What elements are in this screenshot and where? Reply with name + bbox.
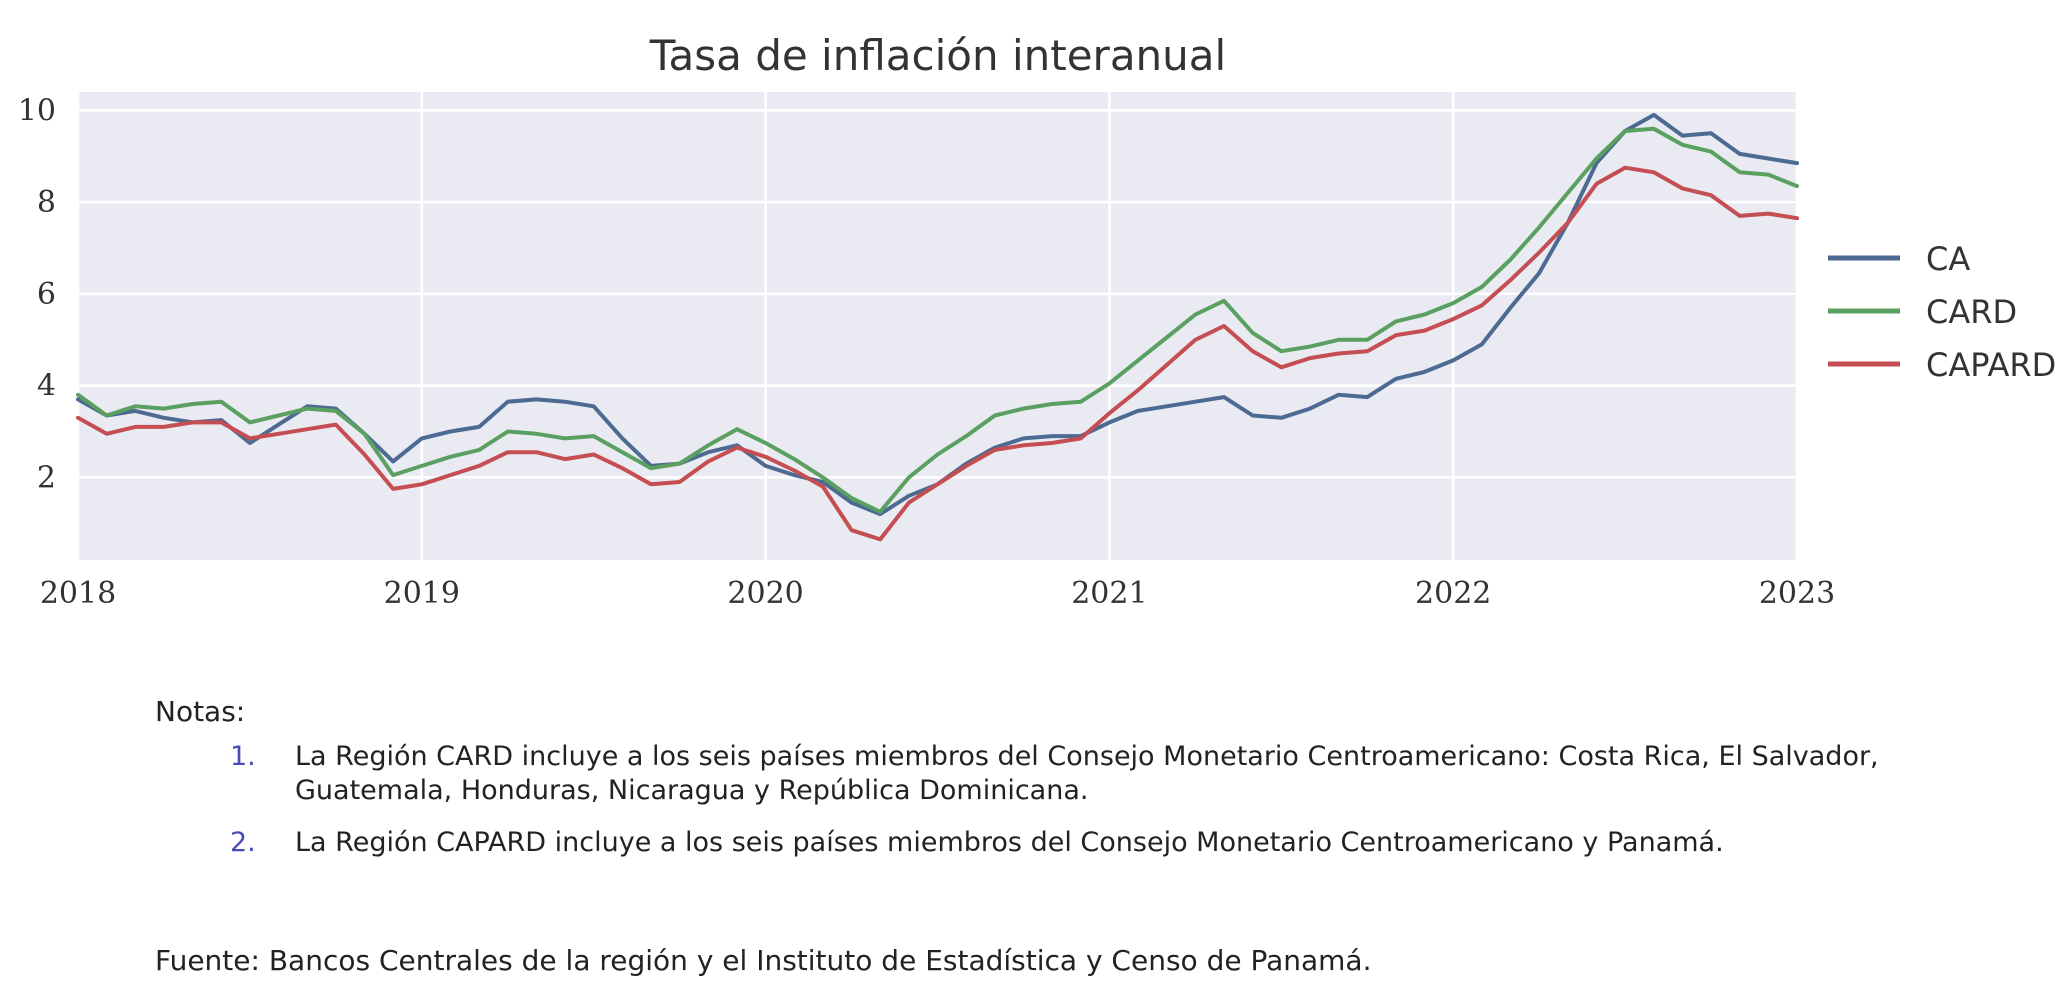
series-line-card: [76, 126, 1799, 514]
y-tick-label: 10: [18, 93, 56, 128]
note-number: 2.: [230, 827, 256, 858]
grid-lines: [76, 92, 1799, 560]
legend: CA CARD CAPARD: [1828, 240, 2056, 384]
notes-title: Notas:: [155, 695, 246, 728]
note-number: 1.: [230, 741, 256, 772]
note-item: 2. La Región CAPARD incluye a los seis p…: [230, 826, 2005, 860]
source-text: Bancos Centrales de la región y el Insti…: [268, 944, 1372, 977]
x-tick-label: 2021: [1071, 576, 1147, 611]
y-tick-label: 4: [37, 369, 56, 404]
inflation-line-chart: Tasa de inflación interanual 2 4 6 8 10 2018…: [18, 31, 2056, 611]
source-label: Fuente:: [155, 944, 260, 977]
plot-area: [78, 92, 1797, 560]
series-lines: [76, 112, 1799, 542]
notes-list: 1. La Región CARD incluye a los seis paí…: [155, 740, 2005, 860]
note-item: 1. La Región CARD incluye a los seis paí…: [230, 740, 2005, 808]
series-line-capard: [76, 165, 1799, 542]
legend-label-ca: CA: [1926, 240, 1970, 278]
note-text: La Región CAPARD incluye a los seis país…: [295, 827, 1724, 858]
x-axis-ticks: 2018 2019 2020 2021 2022 2023: [40, 576, 1835, 611]
source-line: Fuente: Bancos Centrales de la región y …: [155, 944, 1372, 977]
legend-label-card: CARD: [1926, 293, 2017, 331]
y-axis-ticks: 2 4 6 8 10: [18, 93, 56, 495]
x-tick-label: 2019: [384, 576, 460, 611]
x-tick-label: 2023: [1759, 576, 1835, 611]
legend-label-capard: CAPARD: [1926, 346, 2056, 384]
x-tick-label: 2018: [40, 576, 116, 611]
chart-title: Tasa de inflación interanual: [649, 31, 1226, 80]
note-text: La Región CARD incluye a los seis países…: [295, 741, 1879, 806]
y-tick-label: 2: [37, 460, 56, 495]
notes-section: Notas: 1. La Región CARD incluye a los s…: [155, 695, 2005, 878]
x-tick-label: 2020: [727, 576, 803, 611]
y-tick-label: 6: [37, 277, 56, 312]
x-tick-label: 2022: [1415, 576, 1491, 611]
y-tick-label: 8: [37, 185, 56, 220]
